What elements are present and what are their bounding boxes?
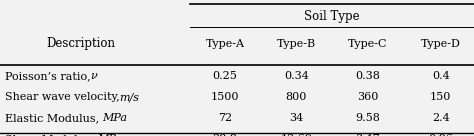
Text: Shear wave velocity,: Shear wave velocity, [5, 92, 119, 102]
Text: 0.86: 0.86 [428, 134, 453, 136]
Text: 12.69: 12.69 [280, 134, 312, 136]
Text: Poisson’s ratio,: Poisson’s ratio, [5, 71, 91, 81]
Text: 360: 360 [356, 92, 378, 102]
Text: 0.38: 0.38 [355, 71, 380, 81]
Text: Description: Description [46, 37, 115, 50]
Text: Type-C: Type-C [347, 38, 387, 49]
Text: 0.25: 0.25 [213, 71, 237, 81]
Text: Type-B: Type-B [277, 38, 316, 49]
Text: Shear Modulus,: Shear Modulus, [5, 134, 97, 136]
Text: 72: 72 [218, 113, 232, 123]
Text: Elastic Modulus,: Elastic Modulus, [5, 113, 102, 123]
Text: 34: 34 [289, 113, 303, 123]
Text: 3.47: 3.47 [355, 134, 380, 136]
Text: Soil Type: Soil Type [304, 10, 360, 23]
Text: Type-A: Type-A [206, 38, 245, 49]
Text: 9.58: 9.58 [355, 113, 380, 123]
Text: m/s: m/s [119, 92, 139, 102]
Text: 800: 800 [285, 92, 307, 102]
Text: 1500: 1500 [211, 92, 239, 102]
Text: MPa: MPa [102, 113, 128, 123]
Text: ν: ν [91, 71, 97, 81]
Text: MPa: MPa [97, 134, 122, 136]
Text: 0.34: 0.34 [284, 71, 309, 81]
Text: Type-D: Type-D [421, 38, 461, 49]
Text: 0.4: 0.4 [432, 71, 450, 81]
Text: 150: 150 [430, 92, 452, 102]
Text: 28.8: 28.8 [213, 134, 237, 136]
Text: 2.4: 2.4 [432, 113, 450, 123]
